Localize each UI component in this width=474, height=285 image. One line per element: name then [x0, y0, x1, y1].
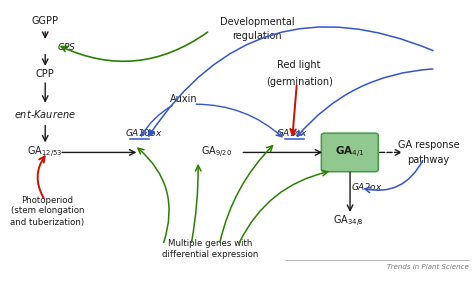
Text: Red light: Red light: [277, 60, 321, 70]
Text: (germination): (germination): [266, 77, 333, 87]
Text: differential expression: differential expression: [162, 250, 258, 259]
Text: $GA3ox$: $GA3ox$: [276, 127, 308, 138]
Text: CPP: CPP: [36, 70, 55, 80]
Text: GA$_{34/8}$: GA$_{34/8}$: [333, 214, 364, 229]
Text: GA$_{4/1}$: GA$_{4/1}$: [335, 145, 365, 160]
Text: GA$_{9/20}$: GA$_{9/20}$: [201, 145, 232, 160]
Text: and tuberization): and tuberization): [10, 218, 85, 227]
Text: $GA20ox$: $GA20ox$: [125, 127, 163, 138]
Text: $ent$-Kaurene: $ent$-Kaurene: [14, 108, 76, 120]
Text: Photoperiod: Photoperiod: [21, 196, 73, 205]
FancyBboxPatch shape: [321, 133, 378, 172]
Text: regulation: regulation: [232, 31, 282, 41]
Text: $CPS$: $CPS$: [57, 41, 76, 52]
Text: pathway: pathway: [408, 154, 450, 164]
Text: Multiple genes with: Multiple genes with: [168, 239, 252, 248]
Text: GGPP: GGPP: [32, 16, 59, 26]
Text: $GA2ox$: $GA2ox$: [351, 181, 383, 192]
Text: (stem elongation: (stem elongation: [11, 206, 84, 215]
Text: GA response: GA response: [398, 140, 459, 150]
Text: Trends in Plant Science: Trends in Plant Science: [387, 264, 469, 270]
Text: Developmental: Developmental: [219, 17, 294, 27]
Text: GA$_{12/53}$: GA$_{12/53}$: [27, 145, 63, 160]
Text: Auxin: Auxin: [170, 93, 198, 103]
